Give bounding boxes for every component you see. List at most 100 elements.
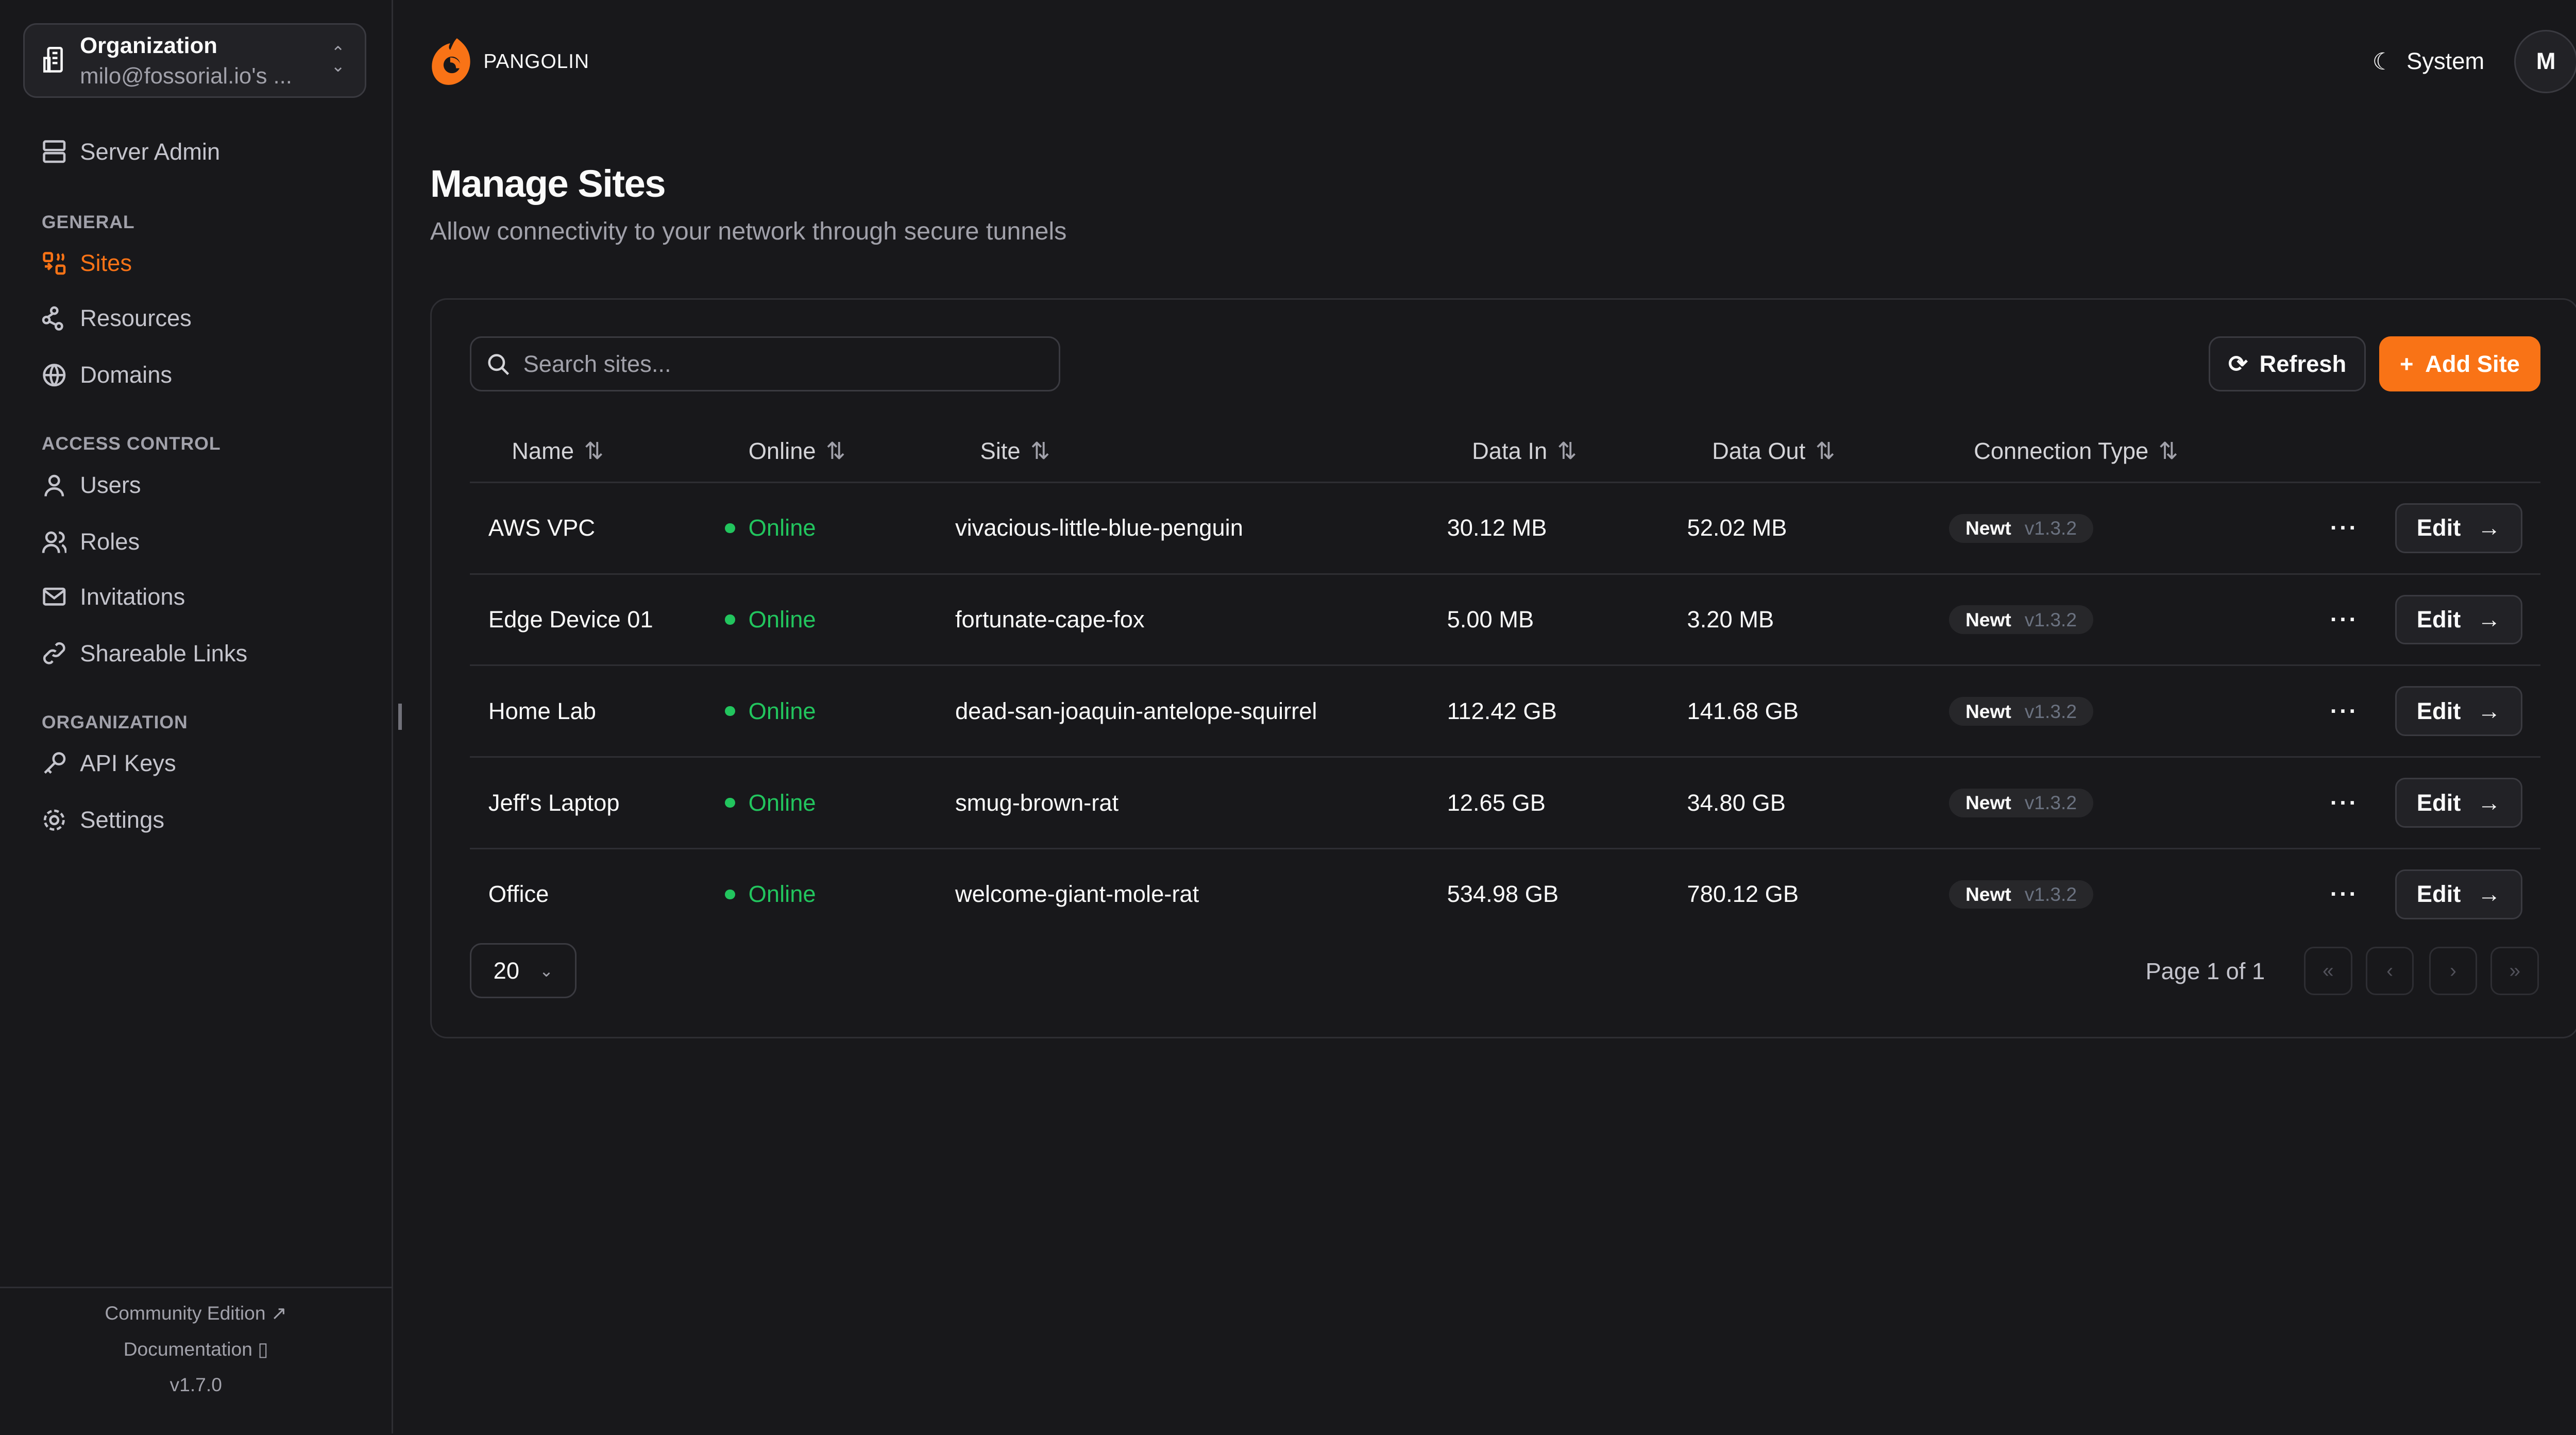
chevron-left-icon: ‹ <box>2386 959 2394 982</box>
more-icon[interactable]: ··· <box>2330 697 2359 724</box>
pangolin-logo-icon <box>432 38 470 86</box>
chevron-down-icon: ⌄ <box>539 961 554 980</box>
sort-icon: ⇅ <box>1815 437 1835 464</box>
sort-icon: ⇅ <box>826 437 845 464</box>
last-page-button[interactable]: » <box>2490 946 2539 995</box>
data-in: 534.98 GB <box>1447 848 1710 939</box>
section-organization: ORGANIZATION <box>41 711 188 732</box>
sidebar-item-label: Shareable Links <box>80 640 248 667</box>
add-site-button[interactable]: + Add Site <box>2379 336 2541 392</box>
online-cell: Online <box>725 848 980 939</box>
sort-icon: ⇅ <box>2158 437 2178 464</box>
edit-button[interactable]: Edit → <box>2395 686 2522 737</box>
edit-button[interactable]: Edit → <box>2395 778 2522 828</box>
next-page-button[interactable]: › <box>2429 946 2478 995</box>
status-dot-icon <box>725 889 735 899</box>
connection-version: v1.3.2 <box>2024 792 2077 814</box>
data-out: 34.80 GB <box>1687 757 1972 849</box>
server-icon <box>43 140 66 163</box>
moon-icon: ☾ <box>2372 48 2394 75</box>
refresh-button[interactable]: ⟳ Refresh <box>2209 336 2366 392</box>
refresh-label: Refresh <box>2259 350 2347 377</box>
actions-cell: ··· Edit → <box>2253 665 2541 758</box>
connection-type: Newt v1.3.2 <box>1948 665 2253 758</box>
docs-label: Documentation <box>123 1338 252 1360</box>
data-out: 52.02 MB <box>1687 482 1972 575</box>
theme-toggle[interactable]: ☾ System <box>2372 48 2485 75</box>
sort-icon: ⇅ <box>584 437 604 464</box>
col-site[interactable]: Site ⇅ <box>980 420 1470 483</box>
edit-label: Edit <box>2416 789 2461 816</box>
actions-cell: ··· Edit → <box>2253 482 2541 575</box>
status-dot-icon <box>725 523 735 533</box>
edit-button[interactable]: Edit → <box>2395 869 2522 919</box>
col-label: Name <box>512 437 574 464</box>
sidebar-item-settings[interactable]: Settings <box>42 807 164 833</box>
page-title: Manage Sites <box>430 162 666 205</box>
sidebar-item-users[interactable]: Users <box>42 472 141 499</box>
more-icon[interactable]: ··· <box>2330 881 2359 908</box>
edit-button[interactable]: Edit → <box>2395 503 2522 553</box>
data-in: 30.12 MB <box>1447 482 1710 575</box>
status-badge: Online <box>748 697 816 724</box>
edit-label: Edit <box>2416 881 2461 908</box>
page-size-select[interactable]: 20 ⌄ <box>470 943 577 999</box>
chevron-right-icon: › <box>2450 959 2456 982</box>
col-data-in[interactable]: Data In ⇅ <box>1470 420 1710 483</box>
community-label: Community Edition <box>105 1302 266 1324</box>
org-switcher[interactable]: Organization milo@fossorial.io's ... ⌃ ⌄ <box>23 23 367 98</box>
sidebar-item-label: Server Admin <box>80 138 221 165</box>
sidebar-item-label: Invitations <box>80 583 185 610</box>
site-id-text: vivacious-little-blue-penguin <box>955 515 1243 541</box>
sidebar-item-resources[interactable]: Resources <box>42 305 192 332</box>
external-link-icon: ↗ <box>270 1302 287 1324</box>
logo[interactable]: PANGOLIN <box>430 37 589 87</box>
version: v1.7.0 <box>170 1373 222 1395</box>
user-icon <box>44 474 64 497</box>
brand-name: PANGOLIN <box>483 50 589 73</box>
sidebar-resize-handle[interactable] <box>398 703 402 730</box>
first-page-button[interactable]: « <box>2303 946 2352 995</box>
edit-button[interactable]: Edit → <box>2395 594 2522 645</box>
sidebar-item-api-keys[interactable]: API Keys <box>42 750 176 777</box>
search-input[interactable]: Search sites... <box>470 336 1060 392</box>
more-icon[interactable]: ··· <box>2330 606 2359 633</box>
sidebar-item-sites[interactable]: Sites <box>42 250 132 277</box>
edit-label: Edit <box>2416 697 2461 724</box>
waypoints-icon <box>42 306 63 331</box>
sidebar-item-roles[interactable]: Roles <box>42 528 140 555</box>
add-site-label: Add Site <box>2425 350 2520 377</box>
chevrons-right-icon: » <box>2509 959 2521 982</box>
documentation-link[interactable]: Documentation ▯ <box>0 1338 392 1360</box>
sidebar-item-label: Resources <box>80 305 192 332</box>
edit-label: Edit <box>2416 515 2461 541</box>
data-in: 12.65 GB <box>1447 757 1710 849</box>
chevrons-up-down-icon: ⌃ ⌄ <box>331 43 345 76</box>
col-actions <box>2253 420 2541 483</box>
more-icon[interactable]: ··· <box>2330 515 2359 541</box>
col-online[interactable]: Online ⇅ <box>748 420 980 483</box>
site-id-text: smug-brown-rat <box>955 789 1119 816</box>
col-name[interactable]: Name ⇅ <box>470 420 749 483</box>
globe-icon <box>43 364 66 387</box>
sidebar-item-shareable-links[interactable]: Shareable Links <box>42 640 247 667</box>
page-size-value: 20 <box>493 957 520 984</box>
community-edition-link[interactable]: Community Edition ↗ <box>0 1302 392 1324</box>
sidebar-item-server-admin[interactable]: Server Admin <box>42 139 220 165</box>
prev-page-button[interactable]: ‹ <box>2365 946 2414 995</box>
connection-badge: Newt v1.3.2 <box>1948 605 2094 635</box>
more-icon[interactable]: ··· <box>2330 789 2359 816</box>
connection-version: v1.3.2 <box>2024 608 2077 630</box>
col-connection-type[interactable]: Connection Type ⇅ <box>1972 420 2253 483</box>
data-in-text: 112.42 GB <box>1447 697 1557 724</box>
connection-name: Newt <box>1965 700 2011 722</box>
table-row: Office Online welcome-giant-mole-rat 534… <box>470 848 2540 939</box>
table-row: AWS VPC Online vivacious-little-blue-pen… <box>470 482 2541 575</box>
col-label: Data Out <box>1712 437 1806 464</box>
sidebar-item-domains[interactable]: Domains <box>42 362 172 388</box>
actions-cell: ··· Edit → <box>2253 757 2541 849</box>
connection-name: Newt <box>1965 608 2011 630</box>
avatar[interactable]: M <box>2514 30 2576 93</box>
sidebar-item-invitations[interactable]: Invitations <box>42 584 185 610</box>
col-data-out[interactable]: Data Out ⇅ <box>1710 420 1972 483</box>
